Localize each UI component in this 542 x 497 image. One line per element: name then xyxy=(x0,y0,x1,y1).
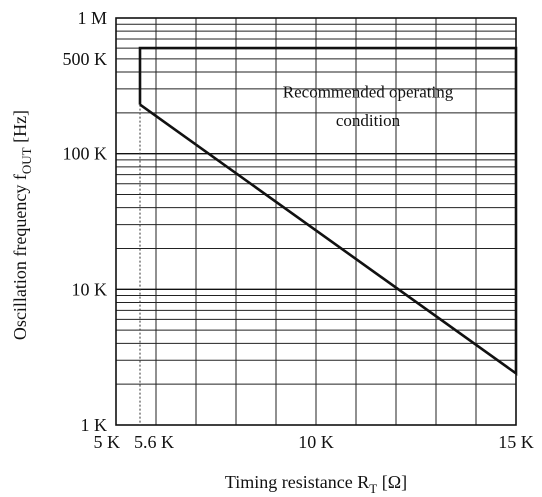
x-tick-label: 5.6 K xyxy=(134,432,174,452)
x-tick-labels: 5 K 5.6 K 10 K 15 K xyxy=(94,432,534,452)
x-axis-label: Timing resistance RT [Ω] xyxy=(225,472,407,496)
chart-grid xyxy=(116,18,516,425)
x-tick-label: 10 K xyxy=(298,432,334,452)
x-tick-label: 5 K xyxy=(94,432,121,452)
x-tick-label: 15 K xyxy=(498,432,534,452)
y-tick-labels: 1 K 10 K 100 K 500 K 1 M xyxy=(63,8,108,435)
y-tick-label: 10 K xyxy=(72,279,108,299)
recommended-operating-condition-label: Recommended operating condition xyxy=(283,82,454,130)
y-axis-label: Oscillation frequency fOUT [Hz] xyxy=(10,110,34,340)
y-tick-label: 100 K xyxy=(63,144,108,164)
annotation-line: Recommended operating xyxy=(283,82,454,101)
y-tick-label: 1 K xyxy=(81,415,108,435)
y-tick-label: 500 K xyxy=(63,49,108,69)
y-tick-label: 1 M xyxy=(77,8,107,28)
annotation-line: condition xyxy=(336,111,401,130)
operating-region-boundary xyxy=(138,46,518,376)
